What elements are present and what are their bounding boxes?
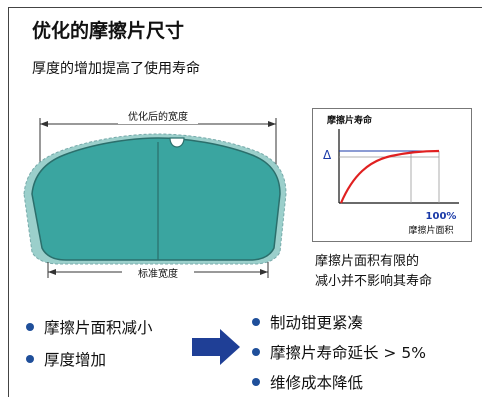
chart-x-axis-label: 摩擦片面积 — [408, 224, 453, 236]
effects-list: 制动钳更紧凑 摩擦片寿命延长 > 5% 维修成本降低 — [252, 307, 426, 397]
optimized-width-label: 优化后的宽度 — [128, 110, 188, 123]
effect-item-cost-reduced: 维修成本降低 — [270, 374, 364, 392]
bullet-dot-icon — [252, 318, 260, 326]
bullet-dot-icon — [26, 323, 34, 331]
effect-item-life-extended: 摩擦片寿命延长 > 5% — [270, 344, 426, 362]
pad-life-chart: 摩擦片寿命 Δ 100% 摩擦片面积 — [312, 108, 472, 242]
list-item: 厚度增加 — [26, 343, 153, 375]
standard-width-label: 标准宽度 — [138, 267, 178, 280]
standard-width-left-arrowhead — [48, 269, 56, 275]
chart-note-line-2: 减小并不影响其寿命 — [315, 274, 433, 289]
optimized-width-right-arrowhead — [268, 121, 276, 127]
right-arrow-shape — [192, 329, 240, 365]
page-title: 优化的摩擦片尺寸 — [32, 20, 185, 42]
change-item-area-reduced: 摩擦片面积减小 — [44, 319, 153, 337]
chart-y-axis-label: 摩擦片寿命 — [327, 114, 373, 126]
optimized-width-left-arrowhead — [40, 121, 48, 127]
chart-note-line-1: 摩擦片面积有限的 — [315, 254, 420, 269]
standard-width-right-arrowhead — [260, 269, 268, 275]
pad-top-notch — [169, 137, 185, 148]
effect-item-compact-caliper: 制动钳更紧凑 — [270, 314, 364, 332]
list-item: 摩擦片面积减小 — [26, 311, 153, 343]
list-item: 维修成本降低 — [252, 367, 426, 397]
page-subtitle: 厚度的增加提高了使用寿命 — [32, 61, 200, 77]
list-item: 制动钳更紧凑 — [252, 307, 426, 337]
standard-width-label-bg — [122, 266, 194, 280]
list-item: 摩擦片寿命延长 > 5% — [252, 337, 426, 367]
pad-life-chart-svg: 摩擦片寿命 Δ 100% 摩擦片面积 — [323, 114, 459, 236]
brake-pad-shape — [31, 137, 281, 261]
chart-delta-label: Δ — [323, 148, 332, 162]
changes-list: 摩擦片面积减小 厚度增加 — [26, 311, 153, 375]
optimized-width-label-bg — [118, 110, 198, 124]
change-item-thickness-increased: 厚度增加 — [44, 351, 107, 369]
right-arrow-icon — [192, 329, 240, 365]
bullet-dot-icon — [252, 348, 260, 356]
brake-pad-diagram: 优化后的宽度 标准宽度 — [23, 110, 287, 280]
frame-top-border — [8, 7, 482, 8]
chart-note: 摩擦片面积有限的 减小并不影响其寿命 — [315, 252, 432, 292]
frame-left-border — [8, 7, 9, 397]
bullet-dot-icon — [252, 378, 260, 386]
bullet-dot-icon — [26, 355, 34, 363]
chart-life-curve — [339, 149, 440, 204]
chart-x-tick-100-percent: 100% — [426, 211, 457, 222]
